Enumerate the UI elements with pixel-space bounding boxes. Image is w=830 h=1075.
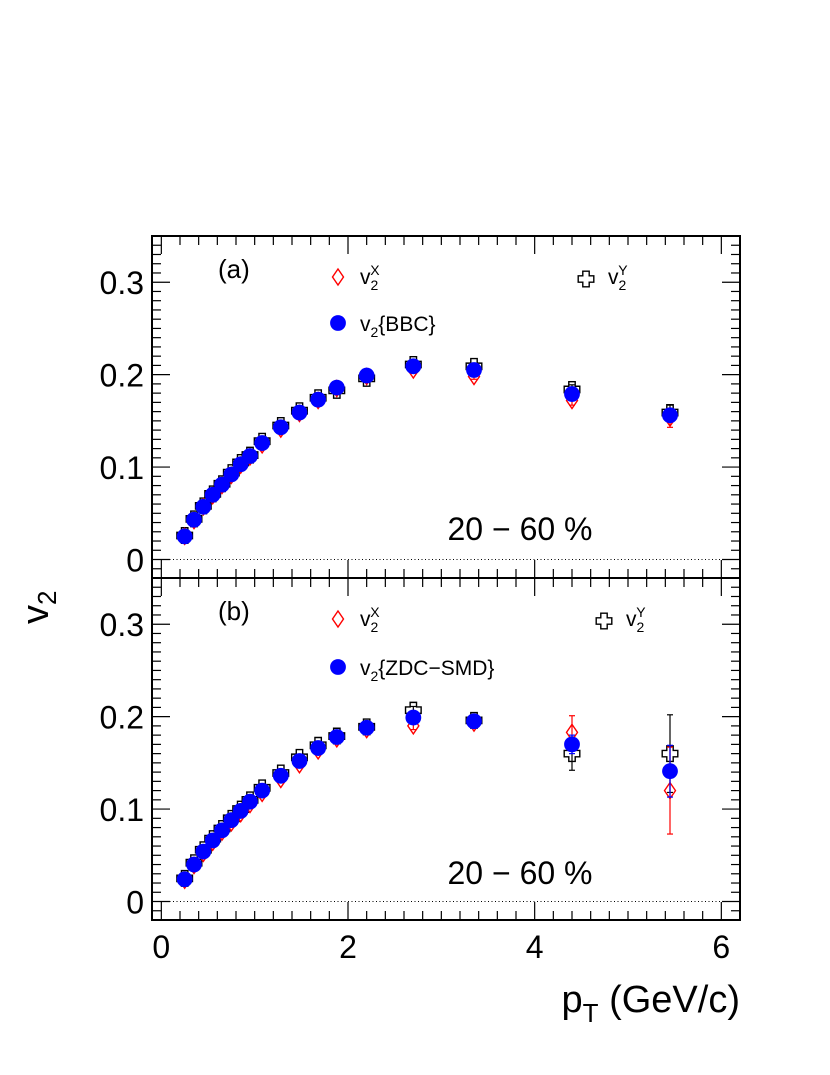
data-point-vx [663, 781, 677, 800]
series-filled [176, 358, 678, 545]
legend-label-vx: v2X [360, 604, 380, 635]
legend-marker-vx [331, 267, 345, 287]
data-point-filled [466, 362, 482, 378]
centrality-label: 20 − 60 % [448, 511, 593, 547]
panel-label: (a) [218, 254, 250, 284]
x-axis-label-main: p [562, 979, 583, 1021]
data-point-filled [204, 486, 221, 503]
legend-label-filled: v2{ZDC−SMD} [360, 657, 494, 684]
data-point-filled [204, 832, 221, 849]
data-point-filled [405, 709, 422, 726]
legend-marker-filled [330, 659, 346, 675]
legend-label-vy: v2Y [626, 604, 646, 635]
data-point-filled [272, 419, 289, 436]
y-tick-label: 0.1 [100, 792, 144, 828]
y-tick-label: 0.3 [100, 607, 144, 643]
data-point-filled [662, 407, 678, 424]
data-point-filled [254, 435, 271, 451]
x-tick-label: 6 [712, 929, 730, 965]
data-point-filled [405, 358, 422, 375]
series-filled [176, 709, 678, 888]
y-axis-label: v2 [15, 591, 62, 624]
data-point-filled [186, 856, 202, 873]
panel-b: 0 0.1 0.2 0.3 0 2 4 6 (b) v2X v2Y v2{ZDC−SMD} 20 − 6… [100, 577, 741, 965]
legend-marker-filled [330, 315, 346, 331]
data-point-filled [242, 793, 258, 810]
x-tick-label: 0 [152, 929, 170, 965]
centrality-label: 20 − 60 % [448, 855, 593, 891]
y-tick-label: 0 [126, 885, 144, 921]
data-point-filled [195, 498, 212, 515]
y-tick-label: 0.2 [100, 358, 144, 394]
legend-marker-vy [577, 270, 595, 288]
legend-label-vx: v2X [360, 262, 380, 293]
shared-axes: v2 pT (GeV/c) [15, 591, 740, 1028]
data-point-filled [176, 528, 193, 545]
data-point-filled [466, 713, 482, 730]
legend: v2X v2Y v2{BBC} [330, 262, 628, 340]
data-point-filled [291, 404, 308, 421]
x-axis-label: pT (GeV/c) [562, 979, 741, 1028]
data-point-filled [176, 871, 193, 888]
data-point-filled [310, 391, 327, 408]
data-point-filled [242, 448, 258, 464]
y-axis-label-main: v [15, 605, 57, 624]
data-point-filled [291, 753, 308, 769]
data-point-vy [661, 745, 679, 763]
x-axis-label-unit: (GeV/c) [599, 979, 740, 1021]
x-tick-label: 4 [526, 929, 544, 965]
panel-label: (b) [218, 596, 250, 626]
data-point-filled [272, 767, 289, 784]
x-tick-label: 2 [339, 929, 357, 965]
y-tick-label: 0.3 [100, 265, 144, 301]
legend-label-vy: v2Y [608, 262, 628, 293]
data-point-filled [214, 476, 230, 493]
data-point-filled [662, 763, 678, 780]
data-point-filled [186, 511, 202, 528]
data-point-filled [358, 719, 375, 736]
data-point-filled [195, 843, 212, 860]
y-tick-label: 0 [126, 543, 144, 579]
legend-marker-vy [595, 612, 613, 630]
data-point-filled [328, 379, 345, 396]
data-point-filled [328, 729, 345, 745]
y-tick-label: 0.2 [100, 700, 144, 736]
data-point-filled [223, 466, 240, 483]
y-axis-label-sub: 2 [32, 591, 62, 605]
legend: v2X v2Y v2{ZDC−SMD} [330, 604, 646, 684]
x-axis-label-sub: T [583, 998, 599, 1028]
data-point-filled [564, 736, 580, 753]
legend-label-filled: v2{BBC} [360, 313, 436, 340]
data-point-filled [254, 782, 271, 799]
data-point-filled [310, 740, 327, 756]
panel-a: 0 0.1 0.2 0.3 (a) v2X v2Y v2{BBC} 20 − 60 % [100, 235, 741, 579]
y-tick-label: 0.1 [100, 450, 144, 486]
data-point-filled [564, 386, 580, 402]
data-point-filled [214, 822, 230, 839]
legend-marker-vx [331, 609, 345, 629]
plot-frame [151, 577, 741, 921]
data-point-filled [358, 367, 375, 384]
plot-frame [151, 235, 741, 579]
